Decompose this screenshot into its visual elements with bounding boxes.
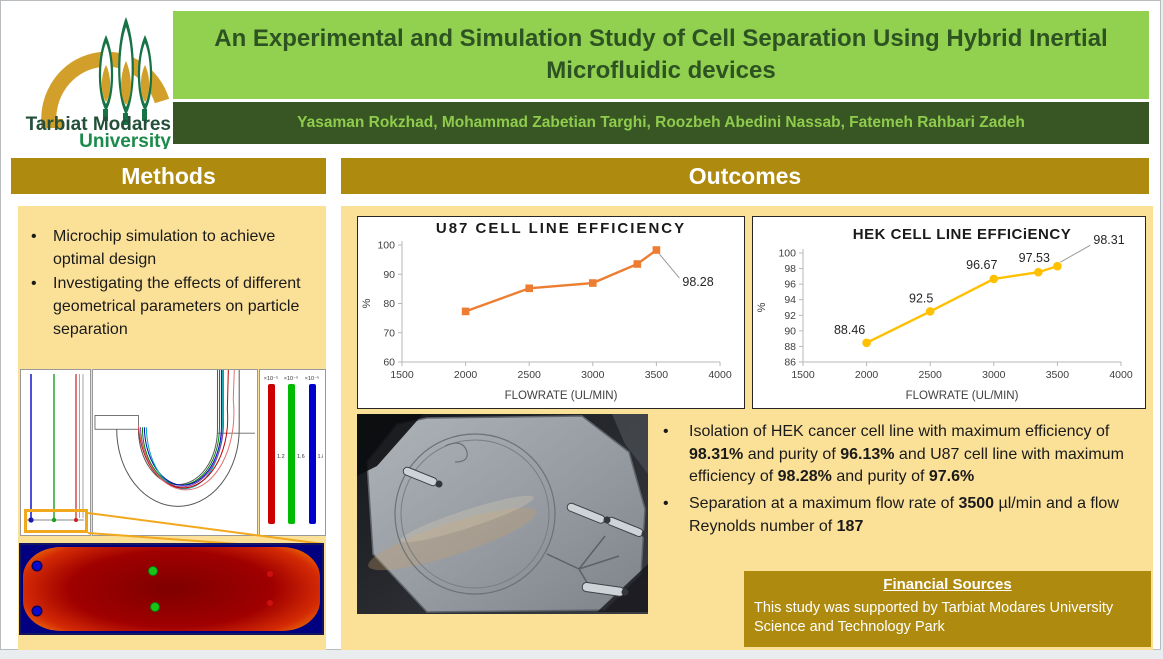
outcomes-bullet-2: Separation at a maximum flow rate of 350… — [689, 495, 1119, 535]
svg-text:2000: 2000 — [454, 369, 478, 381]
bullet-icon: • — [663, 423, 669, 440]
cypress-trees-icon — [98, 17, 153, 125]
svg-text:FLOWRATE (UL/MIN): FLOWRATE (UL/MIN) — [505, 390, 618, 402]
colorbar-value-label: 1.2 — [277, 454, 285, 460]
svg-text:HEK CELL LINE EFFICiENCY: HEK CELL LINE EFFICiENCY — [853, 226, 1071, 243]
bullet-icon: • — [31, 275, 37, 293]
svg-text:2000: 2000 — [855, 369, 879, 381]
colorbar-value-label: 1.8 — [318, 454, 324, 460]
svg-text:97.53: 97.53 — [1019, 251, 1050, 265]
methods-bullet-1: Microchip simulation to achieve optimal … — [53, 228, 276, 268]
bullet-icon: • — [31, 228, 37, 245]
chip-tube-stubs — [402, 466, 644, 597]
list-item: • Isolation of HEK cancer cell line with… — [663, 421, 1149, 489]
svg-text:90: 90 — [784, 325, 796, 337]
microfluidic-chip-photo — [357, 414, 648, 614]
list-item: • Microchip simulation to achieve optima… — [31, 226, 319, 271]
list-item: • Investigating the effects of different… — [31, 273, 319, 341]
financial-sources-box: Financial Sources This study was support… — [744, 571, 1151, 647]
svg-text:88.46: 88.46 — [834, 323, 865, 337]
svg-text:70: 70 — [383, 327, 395, 339]
outcomes-bullet-1: Isolation of HEK cancer cell line with m… — [689, 423, 1124, 486]
simulation-colorbar-legend: ×10⁻⁵ ×10⁻⁵ ×10⁻⁵ 1.2 1.6 1.8 — [259, 369, 326, 536]
u87-line-chart: U87 CELL LINE EFFICIENCY 60 70 80 90 100 1500 2… — [361, 220, 732, 402]
svg-text:92.5: 92.5 — [909, 291, 933, 305]
blue-particle-dot — [33, 562, 41, 570]
svg-text:88: 88 — [784, 341, 796, 353]
svg-text:3000: 3000 — [581, 369, 605, 381]
hek-line-chart: HEK CELL LINE EFFICiENCY 86 88 90 92 94 96 98 10… — [756, 226, 1133, 402]
svg-text:1500: 1500 — [791, 369, 815, 381]
red-particle-dot — [267, 571, 273, 577]
u-channel-trajectories-icon — [94, 369, 255, 507]
hek-efficiency-chart: HEK CELL LINE EFFICiENCY 86 88 90 92 94 96 98 10… — [752, 216, 1146, 409]
green-particle-dot — [149, 567, 157, 575]
svg-text:100: 100 — [377, 240, 395, 252]
red-particle-dot — [267, 600, 273, 606]
svg-text:86: 86 — [784, 357, 796, 369]
svg-text:4000: 4000 — [708, 369, 732, 381]
colorbar-exponent-label: ×10⁻⁵ — [264, 375, 279, 382]
svg-text:100: 100 — [778, 248, 796, 260]
svg-text:96: 96 — [784, 279, 796, 291]
colorbar-exponent-label: ×10⁻⁵ — [305, 375, 320, 382]
svg-text:%: % — [361, 298, 373, 308]
velocity-heatmap-figure — [19, 543, 324, 635]
colorbar-value-label: 1.6 — [297, 454, 305, 460]
simulation-straight-channel-figure — [20, 369, 91, 536]
colorbar-icon: ×10⁻⁵ ×10⁻⁵ ×10⁻⁵ 1.2 1.6 1.8 — [264, 375, 325, 524]
colorbar-exponent-label: ×10⁻⁵ — [284, 375, 299, 382]
financial-sources-body: This study was supported by Tarbiat Moda… — [754, 600, 1114, 635]
svg-text:FLOWRATE (UL/MIN): FLOWRATE (UL/MIN) — [906, 390, 1019, 402]
particle-trajectory-lines-icon — [25, 374, 84, 523]
svg-text:1500: 1500 — [390, 369, 414, 381]
svg-text:3500: 3500 — [645, 369, 669, 381]
methods-header: Methods — [11, 158, 326, 194]
svg-text:80: 80 — [383, 298, 395, 310]
green-particle-dot — [151, 603, 159, 611]
methods-bullet-list: • Microchip simulation to achieve optima… — [31, 226, 319, 344]
u87-efficiency-chart: U87 CELL LINE EFFICIENCY 60 70 80 90 100 1500 2… — [357, 216, 745, 409]
outcomes-header: Outcomes — [341, 158, 1149, 194]
poster-title: An Experimental and Simulation Study of … — [173, 11, 1149, 99]
logo-text-line1: Tarbiat Modares — [26, 114, 171, 135]
bullet-icon: • — [663, 495, 669, 513]
poster-authors: Yasaman Rokzhad, Mohammad Zabetian Targh… — [173, 102, 1149, 144]
outcomes-bullet-list: • Isolation of HEK cancer cell line with… — [663, 421, 1149, 543]
blue-particle-dot — [33, 607, 41, 615]
svg-text:4000: 4000 — [1109, 369, 1133, 381]
tmu-logo: Tarbiat Modares University — [26, 17, 171, 149]
svg-text:92: 92 — [784, 310, 796, 322]
svg-text:96.67: 96.67 — [966, 258, 997, 272]
svg-text:3500: 3500 — [1046, 369, 1070, 381]
svg-text:2500: 2500 — [518, 369, 542, 381]
financial-sources-title: Financial Sources — [883, 576, 1012, 593]
jet-colormap — [23, 547, 320, 631]
svg-text:2500: 2500 — [919, 369, 943, 381]
svg-text:%: % — [756, 302, 768, 312]
svg-text:60: 60 — [383, 357, 395, 369]
svg-text:94: 94 — [784, 294, 796, 306]
svg-text:98.31: 98.31 — [1093, 233, 1124, 247]
svg-text:98: 98 — [784, 263, 796, 275]
methods-bullet-2: Investigating the effects of different g… — [53, 275, 301, 338]
zoom-highlight-rectangle — [24, 509, 88, 533]
svg-text:U87 CELL LINE EFFICIENCY: U87 CELL LINE EFFICIENCY — [436, 220, 686, 237]
logo-text-line2: University — [79, 131, 171, 149]
svg-text:90: 90 — [383, 269, 395, 281]
list-item: • Separation at a maximum flow rate of 3… — [663, 493, 1149, 538]
svg-text:98.28: 98.28 — [682, 275, 713, 289]
svg-text:3000: 3000 — [982, 369, 1006, 381]
simulation-u-channel-figure — [92, 369, 258, 536]
